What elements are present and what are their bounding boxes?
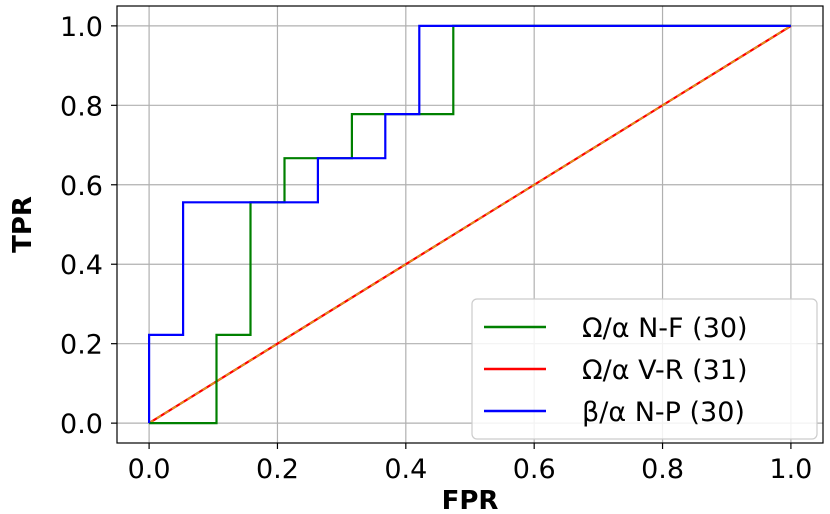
plot-frame bbox=[116, 5, 824, 444]
x-tick-label: 0.8 bbox=[641, 454, 684, 485]
x-axis-label: FPR bbox=[442, 486, 499, 514]
x-tick-label: 0.6 bbox=[513, 454, 556, 485]
series-line-0 bbox=[149, 24, 791, 425]
tick-labels: 0.0 0.2 0.4 0.6 0.8 1.0 0.0 0.2 0.4 0.6 0.8 1.0 bbox=[60, 12, 812, 485]
series-line-1 bbox=[148, 24, 792, 425]
grid bbox=[117, 6, 823, 443]
x-tick-label: 1.0 bbox=[769, 454, 812, 485]
series-line-2 bbox=[148, 24, 791, 424]
legend: Ω/α N-F (30) Ω/α V-R (31) β/α N-P (30) bbox=[471, 298, 818, 440]
y-tick-label: 0.0 bbox=[60, 409, 103, 440]
x-tick-label: 0.4 bbox=[384, 454, 427, 485]
series-lines bbox=[148, 24, 792, 425]
x-tick-label: 0.2 bbox=[256, 454, 299, 485]
legend-label-1: Ω/α V-R (31) bbox=[582, 355, 748, 386]
y-tick-label: 1.0 bbox=[60, 12, 103, 43]
legend-box bbox=[471, 298, 818, 440]
y-tick-label: 0.4 bbox=[60, 250, 103, 281]
y-tick-label: 0.2 bbox=[60, 330, 103, 361]
legend-label-2: β/α N-P (30) bbox=[582, 397, 745, 428]
y-axis-label: TPR bbox=[8, 196, 38, 253]
legend-label-0: Ω/α N-F (30) bbox=[582, 313, 748, 344]
y-tick-label: 0.6 bbox=[60, 171, 103, 202]
x-tick-label: 0.0 bbox=[128, 454, 171, 485]
y-tick-label: 0.8 bbox=[60, 91, 103, 122]
